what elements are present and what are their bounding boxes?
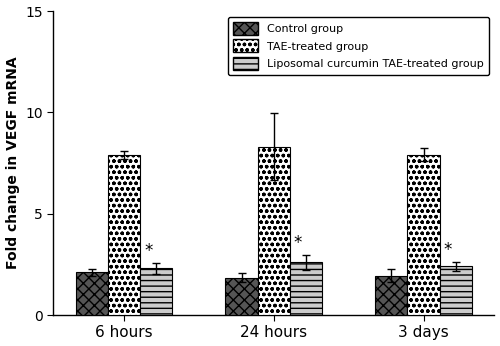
Bar [140, 268, 172, 315]
Text: *: * [444, 241, 452, 259]
Bar [76, 272, 108, 315]
Bar [408, 155, 440, 315]
Bar [108, 155, 140, 315]
Bar [226, 277, 258, 315]
Bar [258, 147, 290, 315]
Bar [375, 275, 408, 315]
Bar [440, 266, 472, 315]
Text: *: * [144, 242, 152, 260]
Y-axis label: Fold change in VEGF mRNA: Fold change in VEGF mRNA [6, 57, 20, 269]
Text: *: * [294, 234, 302, 252]
Bar [290, 262, 322, 315]
Legend: Control group, TAE-treated group, Liposomal curcumin TAE-treated group: Control group, TAE-treated group, Liposo… [228, 17, 489, 75]
